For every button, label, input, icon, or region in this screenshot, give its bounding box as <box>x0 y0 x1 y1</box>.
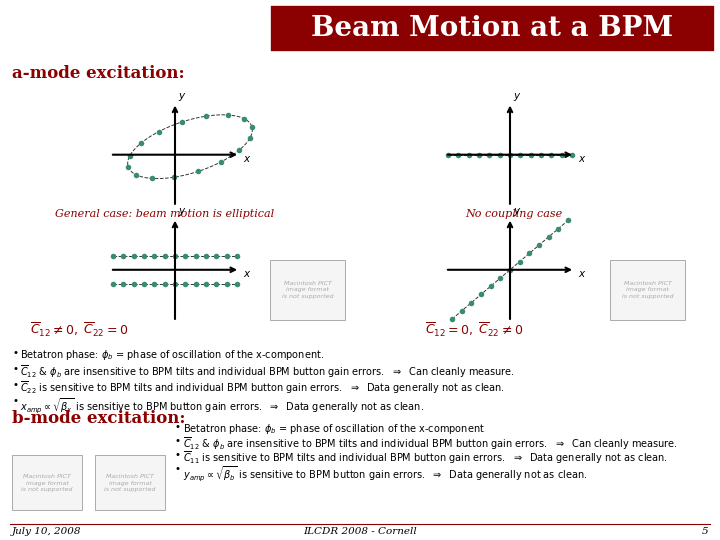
Text: $\overline{C}_{12} = 0,\; \overline{C}_{22} \neq 0$: $\overline{C}_{12} = 0,\; \overline{C}_{… <box>425 321 523 339</box>
Text: •: • <box>175 436 181 446</box>
Text: Macintosh PICT
image format
is not supported: Macintosh PICT image format is not suppo… <box>22 474 73 492</box>
Text: •: • <box>12 364 18 374</box>
Text: Macintosh PICT
image format
is not supported: Macintosh PICT image format is not suppo… <box>104 474 156 492</box>
Text: •: • <box>12 380 18 390</box>
Text: $x_{amp} \propto \sqrt{\beta_x}$ is sensitive to BPM button gain errors.  $\Righ: $x_{amp} \propto \sqrt{\beta_x}$ is sens… <box>20 396 424 415</box>
Text: Laboratory for Elementary-Particle Physics: Laboratory for Elementary-Particle Physi… <box>0 33 97 38</box>
Text: General case: beam motion is elliptical: General case: beam motion is elliptical <box>55 209 274 219</box>
Text: July 10, 2008: July 10, 2008 <box>12 527 81 536</box>
Text: y: y <box>178 206 184 216</box>
FancyBboxPatch shape <box>610 260 685 320</box>
Text: Cornell University: Cornell University <box>0 21 76 30</box>
FancyBboxPatch shape <box>95 455 165 510</box>
Text: b-mode excitation:: b-mode excitation: <box>12 410 186 427</box>
Text: •: • <box>175 450 181 460</box>
Text: a-mode excitation:: a-mode excitation: <box>12 65 184 82</box>
Text: Betatron phase: $\phi_b$ = phase of oscillation of the x-component.: Betatron phase: $\phi_b$ = phase of osci… <box>20 348 324 362</box>
Text: y: y <box>513 206 519 216</box>
Text: No coupling case: No coupling case <box>465 209 562 219</box>
Text: •: • <box>175 422 181 432</box>
Text: •: • <box>12 396 18 406</box>
Text: Beam Motion at a BPM: Beam Motion at a BPM <box>311 15 673 42</box>
Text: x: x <box>243 269 249 279</box>
Text: •: • <box>12 348 18 358</box>
Text: x: x <box>578 269 584 279</box>
Text: •: • <box>175 464 181 474</box>
FancyBboxPatch shape <box>12 455 82 510</box>
Text: $\overline{C}_{11}$ is sensitive to BPM tilts and individual BPM button gain err: $\overline{C}_{11}$ is sensitive to BPM … <box>183 450 668 467</box>
Text: ILCDR 2008 - Cornell: ILCDR 2008 - Cornell <box>303 527 417 536</box>
Text: $\overline{C}_{12}$ & $\phi_b$ are insensitive to BPM tilts and individual BPM b: $\overline{C}_{12}$ & $\phi_b$ are insen… <box>183 436 678 453</box>
Text: Betatron phase: $\phi_b$ = phase of oscillation of the x-component: Betatron phase: $\phi_b$ = phase of osci… <box>183 422 485 436</box>
Text: $\overline{C}_{22}$ is sensitive to BPM tilts and individual BPM button gain err: $\overline{C}_{22}$ is sensitive to BPM … <box>20 380 505 396</box>
Text: $\overline{C}_{12} \neq 0,\; \overline{C}_{22} = 0$: $\overline{C}_{12} \neq 0,\; \overline{C… <box>30 321 128 339</box>
Text: $\overline{C}_{12}$ & $\phi_b$ are insensitive to BPM tilts and individual BPM b: $\overline{C}_{12}$ & $\phi_b$ are insen… <box>20 364 515 380</box>
Text: Macintosh PICT
image format
is not supported: Macintosh PICT image format is not suppo… <box>282 281 333 299</box>
Text: x: x <box>578 154 584 164</box>
Text: 5: 5 <box>701 527 708 536</box>
Text: $y_{amp} \propto \sqrt{\beta_b}$ is sensitive to BPM button gain errors.  $\Righ: $y_{amp} \propto \sqrt{\beta_b}$ is sens… <box>183 464 588 483</box>
Text: Macintosh PICT
image format
is not supported: Macintosh PICT image format is not suppo… <box>622 281 673 299</box>
Text: y: y <box>178 91 184 100</box>
Text: y: y <box>513 91 519 100</box>
Text: x: x <box>243 154 249 164</box>
FancyBboxPatch shape <box>270 5 715 52</box>
FancyBboxPatch shape <box>270 260 345 320</box>
